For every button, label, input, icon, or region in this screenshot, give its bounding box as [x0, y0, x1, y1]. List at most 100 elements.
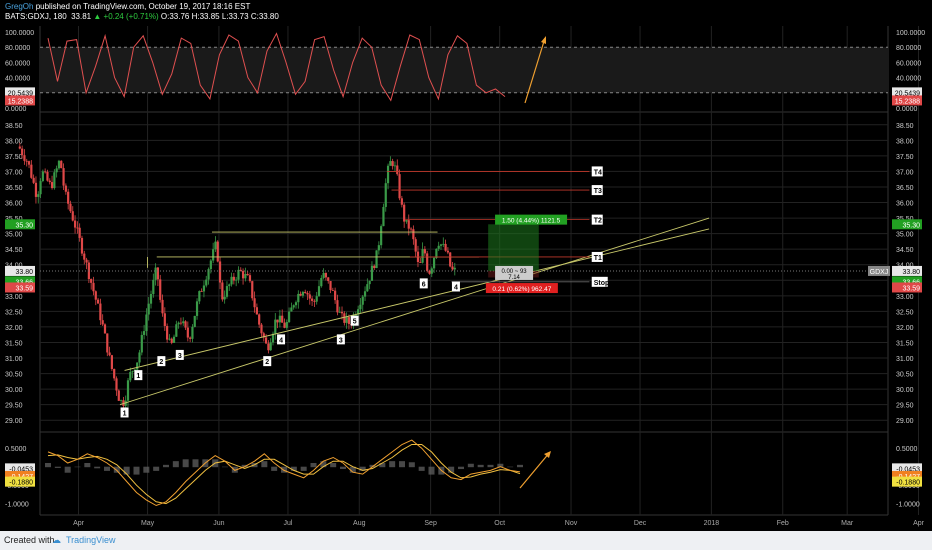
change-value: ▲ +0.24 (+0.71%) — [93, 12, 159, 21]
candle-body — [449, 252, 452, 267]
candle-body — [78, 227, 81, 238]
macd-histogram-bar — [64, 466, 71, 473]
candle-body — [223, 296, 226, 300]
macd-histogram-bar — [399, 461, 405, 468]
candle-body — [177, 322, 180, 325]
candle-body — [329, 280, 332, 291]
price-tick-left: 37.00 — [5, 169, 23, 176]
author-link[interactable]: GregOh — [5, 2, 34, 11]
candle-body — [147, 303, 150, 315]
candle-body — [191, 326, 194, 339]
candle-body — [363, 291, 367, 297]
low-value: L:33.73 — [221, 12, 249, 21]
macd-arrow-head — [544, 451, 551, 458]
price-badge-left-2-bg — [5, 276, 35, 287]
price-tick-right: 31.50 — [896, 340, 914, 347]
candle-body — [290, 307, 293, 312]
candle-body — [76, 227, 79, 229]
x-tick-label: Apr — [913, 520, 925, 527]
macd-histogram-bar — [123, 466, 130, 475]
macd-tick-right: 0.5000 — [896, 446, 918, 453]
candle-body — [198, 291, 201, 302]
price-tick-left: 33.00 — [5, 294, 23, 301]
candle-body — [184, 321, 187, 328]
loss-label: 0.21 (0.62%) 962.47 — [492, 286, 551, 293]
price-tick-right: 32.00 — [896, 325, 914, 332]
macd-tick-right: -1.0000 — [896, 502, 920, 509]
macd-badge-left-1-bg — [5, 470, 35, 481]
macd-histogram-bar — [359, 466, 366, 471]
price-tick-left: 29.50 — [5, 403, 23, 410]
candle-body — [317, 286, 321, 297]
candle-body — [152, 279, 155, 295]
macd-histogram-bar — [113, 466, 120, 473]
candle-body — [209, 260, 212, 270]
candle-body — [131, 371, 134, 373]
macd-histogram-bar — [389, 461, 396, 468]
stoch-tick-right: 100.0000 — [896, 30, 925, 37]
candle-body — [69, 203, 72, 212]
candle-body — [435, 248, 438, 258]
macd-histogram-bar — [290, 466, 297, 471]
candle-body — [145, 314, 148, 332]
candle-body — [451, 266, 454, 270]
wave-label: 1 — [123, 410, 127, 417]
macd-histogram-bar — [320, 461, 327, 468]
candle-body — [143, 331, 146, 335]
candle-body — [386, 165, 390, 184]
candle-body — [269, 342, 272, 351]
candle-body — [73, 220, 77, 228]
candle-body — [57, 160, 61, 169]
price-tick-right: 31.00 — [896, 356, 914, 363]
candle-body — [285, 322, 288, 328]
wave-label: 5 — [353, 319, 357, 326]
candle-body — [200, 291, 203, 292]
candle-body — [96, 299, 100, 304]
candle-body — [161, 299, 164, 314]
candle-body — [409, 228, 413, 230]
candle-body — [412, 229, 415, 240]
candle-body — [218, 261, 222, 283]
stoch-tick-left: 40.0000 — [5, 76, 30, 83]
wave-label: 3 — [339, 337, 343, 344]
candle-body — [235, 279, 238, 281]
stoch-tick-left: 100.0000 — [5, 30, 34, 37]
macd-badge-right-1-bg — [892, 470, 922, 481]
price-badge-right-3-bg — [892, 282, 922, 293]
macd-histogram-bar — [163, 464, 169, 468]
candle-body — [138, 352, 141, 363]
candle-body — [313, 300, 316, 302]
candle-body — [264, 337, 268, 344]
stoch-band — [40, 47, 888, 93]
candle-body — [423, 249, 426, 254]
macd-histogram-bar — [497, 463, 504, 468]
candle-body — [62, 168, 65, 186]
candle-body — [308, 294, 311, 299]
macd-histogram-bar — [45, 463, 51, 468]
target-box — [591, 214, 603, 225]
x-tick-label: Nov — [565, 520, 578, 527]
candle-body — [251, 281, 254, 299]
candle-body — [384, 183, 387, 207]
target-box — [591, 166, 603, 177]
wave-label-box — [336, 334, 345, 345]
candle-body — [248, 275, 252, 282]
macd-badge-left-2-bg — [5, 476, 35, 487]
x-tick-label: Apr — [73, 520, 85, 527]
stoch-tick-right: 40.0000 — [896, 76, 921, 83]
candle-body — [103, 324, 107, 334]
tradingview-brand[interactable]: TradingView — [66, 535, 116, 545]
chart-canvas[interactable]: Apr May Jun Jul Aug Sep Oct Nov Dec 2018 Feb Mar Apr… — [0, 0, 932, 531]
price-tick-right: 33.00 — [896, 294, 914, 301]
published-text: published on TradingView.com, October 19… — [35, 2, 251, 11]
price-tick-left: 36.50 — [5, 185, 23, 192]
macd-badge-left-2: -0.1880 — [9, 480, 33, 487]
candle-body — [361, 296, 364, 305]
price-tick-left: 29.00 — [5, 418, 23, 425]
macd-histogram-bar — [281, 466, 287, 473]
candle-body — [292, 305, 295, 308]
macd-histogram-bar — [428, 466, 435, 475]
symbol-label: BATS:GDXJ, 180 — [5, 12, 67, 21]
profit-zone — [488, 224, 539, 271]
macd-histogram-bar — [84, 463, 91, 468]
